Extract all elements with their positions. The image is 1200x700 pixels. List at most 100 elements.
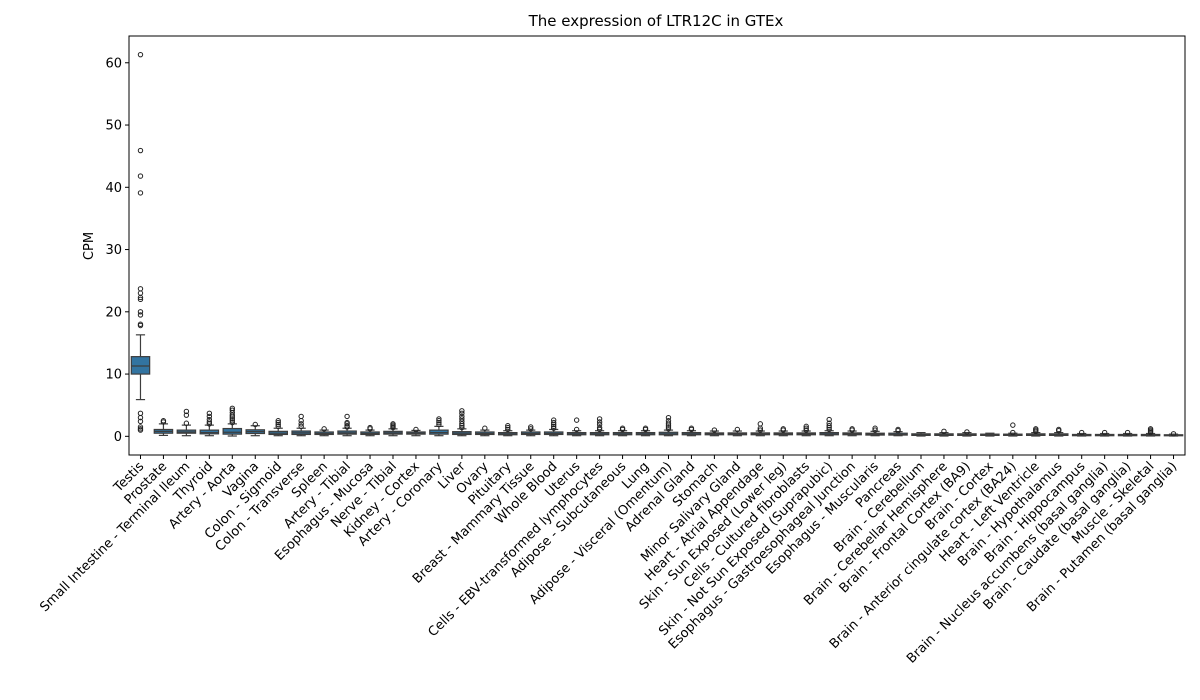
outlier-point — [826, 426, 832, 433]
outlier-point — [229, 419, 236, 426]
y-tick-label: 30 — [105, 243, 122, 258]
outlier-point — [895, 426, 901, 433]
outlier-point — [459, 424, 465, 431]
box-group — [1163, 431, 1184, 437]
outlier-point — [137, 190, 144, 196]
chart-title: The expression of LTR12C in GTEx — [528, 12, 784, 30]
outlier-point — [298, 413, 304, 420]
outlier-point — [665, 420, 672, 426]
outlier-point — [596, 426, 603, 433]
outlier-point — [275, 418, 281, 424]
box-group — [704, 427, 725, 437]
box-iqr — [199, 429, 220, 435]
y-axis-label: CPM — [82, 232, 97, 260]
outlier-point — [550, 417, 557, 423]
outlier-point — [137, 424, 144, 430]
box-group — [796, 423, 817, 437]
outlier-point — [505, 423, 511, 429]
outlier-point — [550, 425, 557, 431]
outlier-point — [390, 421, 396, 427]
box-group — [1117, 429, 1138, 437]
outlier-point — [459, 416, 465, 422]
box-group — [612, 425, 633, 437]
outlier-point — [872, 427, 878, 433]
box-group — [888, 426, 908, 437]
box-group — [268, 418, 289, 437]
outlier-point — [137, 290, 144, 296]
box-group — [452, 408, 472, 437]
outlier-point — [459, 413, 465, 420]
outlier-point — [459, 410, 465, 416]
outlier-point — [573, 417, 580, 423]
outlier-point — [183, 408, 190, 415]
box-group — [291, 413, 311, 437]
box-group — [727, 426, 748, 437]
box-group — [153, 418, 174, 436]
outlier-point — [550, 419, 557, 426]
outlier-point — [436, 416, 442, 422]
outlier-point — [505, 426, 511, 433]
outlier-point — [596, 416, 603, 422]
outlier-point — [849, 426, 855, 432]
outlier-point — [183, 412, 190, 418]
outlier-point — [459, 408, 465, 414]
box-group — [658, 414, 679, 437]
outlier-point — [137, 309, 144, 315]
outlier-point — [344, 413, 350, 420]
outlier-point — [298, 421, 304, 427]
outlier-point — [1147, 426, 1154, 432]
box-group — [520, 424, 541, 437]
outlier-point — [298, 418, 304, 424]
y-tick-label: 10 — [105, 368, 122, 383]
outlier-point — [160, 418, 167, 424]
outlier-point — [1033, 426, 1039, 432]
box-group — [911, 431, 931, 437]
box-group — [681, 425, 702, 437]
outlier-point — [229, 407, 236, 413]
y-tick-label: 20 — [105, 305, 122, 320]
outlier-point — [459, 421, 465, 427]
outlier-point — [137, 147, 144, 154]
outlier-point — [1010, 422, 1016, 428]
outlier-point — [183, 420, 190, 426]
box-group — [773, 426, 794, 437]
box-group — [1048, 426, 1069, 437]
outlier-point — [665, 418, 672, 424]
outlier-point — [550, 423, 557, 430]
box-group — [429, 416, 449, 437]
outlier-point — [1170, 431, 1177, 437]
box-group — [1140, 426, 1161, 437]
y-tick-label: 60 — [105, 56, 122, 71]
axes-frame — [128, 35, 1186, 456]
outlier-point — [137, 322, 144, 329]
outlier-point — [1010, 429, 1016, 436]
outlier-point — [137, 410, 144, 416]
outlier-point — [413, 426, 419, 433]
box-group — [337, 413, 357, 437]
outlier-point — [252, 421, 258, 428]
y-tick-label: 0 — [114, 430, 122, 445]
box-group — [1025, 426, 1046, 437]
outlier-point — [734, 426, 741, 433]
outlier-point — [459, 418, 465, 425]
outlier-point — [941, 428, 947, 435]
outlier-point — [298, 423, 304, 430]
outlier-point — [344, 423, 350, 429]
box-group — [957, 429, 977, 437]
outlier-point — [1124, 429, 1131, 436]
box-group — [1003, 422, 1023, 437]
outlier-point — [780, 426, 786, 432]
outlier-point — [619, 425, 626, 431]
outlier-point — [596, 421, 603, 428]
outlier-point — [872, 425, 878, 431]
outlier-point — [642, 425, 649, 431]
outlier-point — [665, 426, 672, 432]
outlier-point — [229, 418, 236, 424]
outlier-point — [137, 173, 144, 179]
outlier-point — [137, 312, 144, 318]
box-group — [176, 408, 197, 437]
outlier-point — [206, 413, 213, 420]
box-group — [222, 405, 243, 437]
